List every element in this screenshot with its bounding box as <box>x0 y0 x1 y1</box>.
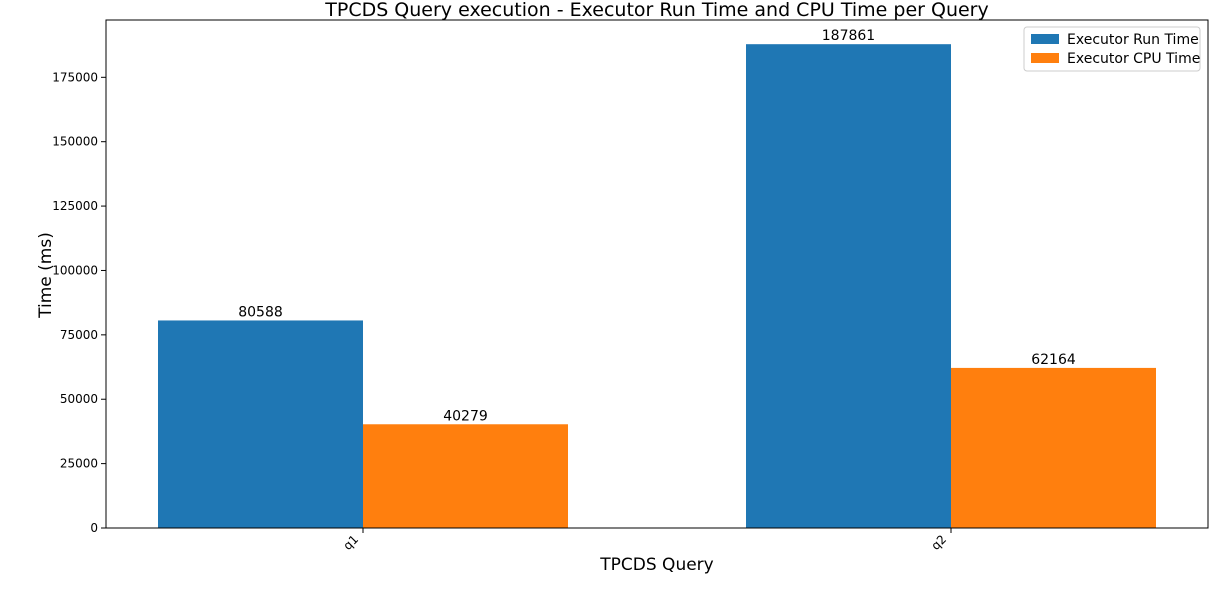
y-tick-label: 100000 <box>52 263 98 277</box>
legend-label-series-2: Executor CPU Time <box>1067 51 1200 67</box>
y-tick-label: 75000 <box>60 328 98 342</box>
data-label-q1-series-1: 80588 <box>238 304 283 320</box>
y-axis-title: Time (ms) <box>36 232 56 319</box>
y-tick-label: 175000 <box>52 70 98 84</box>
legend-label-series-1: Executor Run Time <box>1067 32 1199 48</box>
x-tick-label-q1: q1 <box>340 532 361 553</box>
bar-q1-series-2 <box>363 424 568 528</box>
data-labels: 80588 187861 40279 62164 <box>238 28 1076 424</box>
y-tick-label: 25000 <box>60 457 98 471</box>
data-label-q2-series-1: 187861 <box>822 28 875 44</box>
legend-swatch-series-1 <box>1031 34 1059 44</box>
x-axis-title: TPCDS Query <box>599 555 713 575</box>
legend-box <box>1023 26 1201 72</box>
bars-layer <box>158 44 1156 528</box>
y-tick-label: 0 <box>90 521 98 535</box>
bar-q2-series-2 <box>951 367 1156 528</box>
bar-q2-series-1 <box>746 44 951 528</box>
bar-q1-series-1 <box>158 320 363 528</box>
x-axis: q1 q2 <box>340 528 952 553</box>
y-tick-label: 50000 <box>60 392 98 406</box>
y-tick-label: 150000 <box>52 135 98 149</box>
x-tick-label-q2: q2 <box>928 532 949 553</box>
data-label-q2-series-2: 62164 <box>1031 352 1076 368</box>
legend-swatch-series-2 <box>1031 53 1059 63</box>
data-label-q1-series-2: 40279 <box>443 408 488 424</box>
plot-area-frame <box>105 19 1209 529</box>
y-tick-label: 125000 <box>52 199 98 213</box>
chart-title: TPCDS Query execution - Executor Run Tim… <box>324 0 988 21</box>
legend: Executor Run Time Executor CPU Time <box>1023 26 1201 72</box>
y-axis: 0 25000 50000 75000 100000 125000 150000 175000 <box>52 70 106 535</box>
